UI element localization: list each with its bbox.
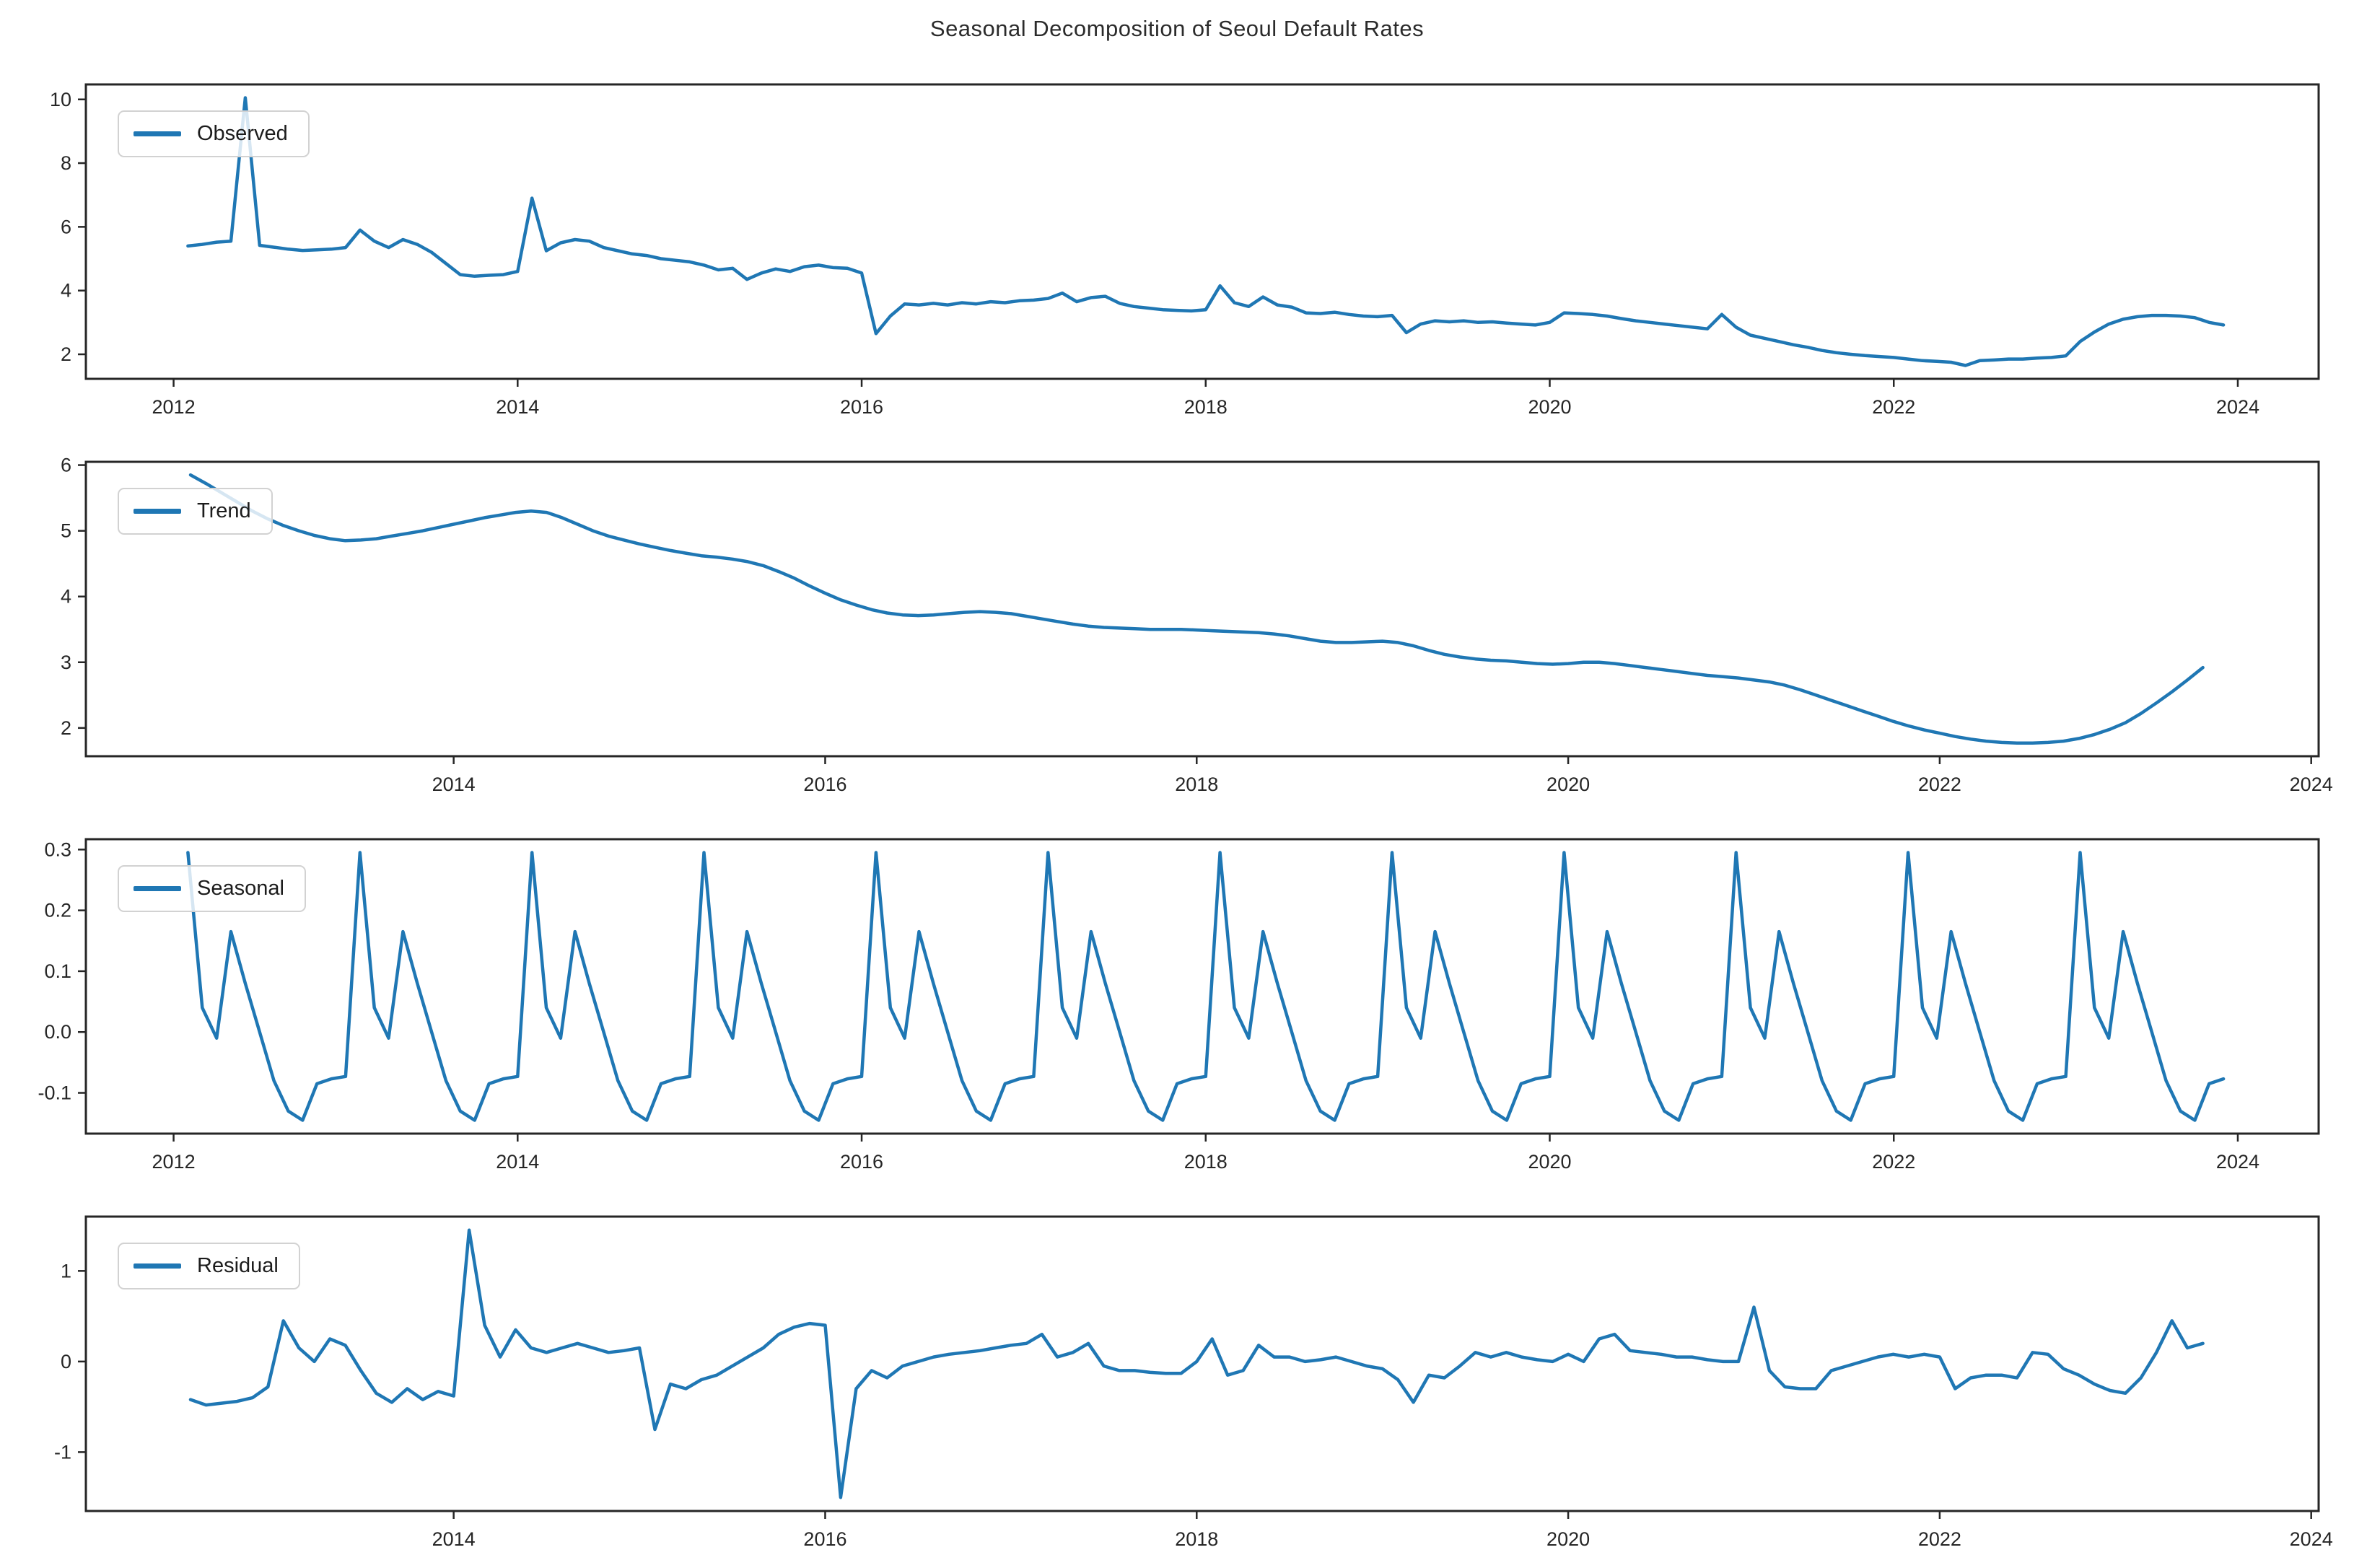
y-tick-label: 10 <box>50 89 71 110</box>
legend-seasonal-label: Seasonal <box>197 877 284 900</box>
x-tick-label: 2022 <box>1872 1151 1915 1173</box>
y-tick-label: 0.2 <box>44 900 71 921</box>
y-tick-label: 0.1 <box>44 960 71 982</box>
y-tick-label: 2 <box>61 717 71 739</box>
observed-line <box>186 96 2226 367</box>
y-tick-label: 0.0 <box>44 1021 71 1043</box>
axes-frame <box>84 83 2320 380</box>
x-tick-label: 2018 <box>1175 1528 1218 1550</box>
panel-trend: 2014 2016 2018 2020 2022 2024 2 3 4 5 6 <box>61 455 2333 795</box>
x-tick-label: 2016 <box>803 1528 846 1550</box>
x-tick-label: 2024 <box>2290 774 2333 795</box>
x-tick-label: 2014 <box>496 1151 539 1173</box>
x-tick-label: 2020 <box>1528 1151 1571 1173</box>
legend-trend: Trend <box>118 488 273 535</box>
x-tick-label: 2022 <box>1918 1528 1961 1550</box>
x-tick-label: 2012 <box>152 1151 196 1173</box>
axes-frame <box>84 460 2320 758</box>
chart-title: Seasonal Decomposition of Seoul Default … <box>929 16 1425 41</box>
x-tick-label: 2014 <box>432 1528 476 1550</box>
legend-residual-label: Residual <box>197 1254 279 1277</box>
x-tick-label: 2020 <box>1546 774 1590 795</box>
y-tick-label: 6 <box>61 216 71 237</box>
x-tick-label: 2018 <box>1184 396 1228 418</box>
legend-seasonal: Seasonal <box>118 865 306 912</box>
residual-line <box>188 1228 2205 1499</box>
y-tick-label: 6 <box>61 455 71 476</box>
legend-residual: Residual <box>118 1243 300 1289</box>
y-tick-label: 2 <box>61 343 71 365</box>
y-tick-label: -0.1 <box>38 1082 71 1104</box>
y-tick-label: 0.3 <box>44 838 71 860</box>
x-tick-label: 2018 <box>1184 1151 1228 1173</box>
x-tick-label: 2024 <box>2290 1528 2333 1550</box>
x-tick-label: 2014 <box>432 774 476 795</box>
y-tick-label: 5 <box>61 520 71 542</box>
x-tick-label: 2014 <box>496 396 539 418</box>
panel-observed: 2012 2014 2016 2018 2020 2022 2024 2 4 6 8 10 <box>50 83 2320 418</box>
x-tick-label: 2012 <box>152 396 196 418</box>
y-tick-label: -1 <box>54 1441 71 1463</box>
seasonal-line <box>186 851 2226 1122</box>
legend-observed-label: Observed <box>197 122 288 145</box>
panel-seasonal: 2012 2014 2016 2018 2020 2022 2024 -0.1 0.0 0.1 0.… <box>38 838 2320 1173</box>
x-tick-label: 2020 <box>1528 396 1571 418</box>
y-tick-label: 4 <box>61 280 71 302</box>
seasonal-line-swatch <box>134 886 181 891</box>
x-tick-label: 2020 <box>1546 1528 1590 1550</box>
x-tick-label: 2018 <box>1175 774 1218 795</box>
y-tick-label: 0 <box>61 1351 71 1372</box>
residual-line-swatch <box>134 1263 181 1269</box>
x-tick-label: 2022 <box>1872 396 1915 418</box>
x-tick-label: 2024 <box>2216 1151 2259 1173</box>
axes-frame <box>84 1215 2320 1512</box>
axes-frame <box>84 838 2320 1135</box>
x-tick-label: 2016 <box>840 1151 883 1173</box>
legend-trend-label: Trend <box>197 499 251 522</box>
y-tick-label: 1 <box>61 1260 71 1282</box>
panel-residual: 2014 2016 2018 2020 2022 2024 -1 0 1 <box>54 1215 2333 1550</box>
trend-line-swatch <box>134 509 181 514</box>
x-tick-label: 2022 <box>1918 774 1961 795</box>
y-tick-label: 8 <box>61 152 71 174</box>
x-tick-label: 2016 <box>803 774 846 795</box>
legend-observed: Observed <box>118 110 310 157</box>
y-tick-label: 3 <box>61 652 71 673</box>
x-tick-label: 2024 <box>2216 396 2259 418</box>
observed-line-swatch <box>134 131 181 136</box>
x-tick-label: 2016 <box>840 396 883 418</box>
trend-line <box>188 473 2205 745</box>
y-tick-label: 4 <box>61 586 71 608</box>
